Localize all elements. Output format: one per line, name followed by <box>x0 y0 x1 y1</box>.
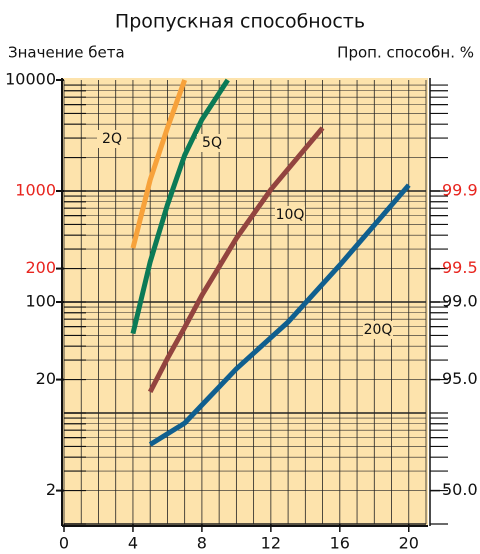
series-label-bg <box>363 321 393 339</box>
y-tick-label: 200 <box>25 258 56 277</box>
x-tick-label: 20 <box>399 534 419 553</box>
y2-tick-label: 99.9 <box>442 181 478 200</box>
y-axis-title: Значение бета <box>8 44 125 62</box>
x-tick-label: 8 <box>197 534 207 553</box>
y2-axis-title: Проп. способн. % <box>337 44 474 62</box>
y2-tick-label: 99.5 <box>442 258 478 277</box>
y2-tick-label: 99.0 <box>442 292 478 311</box>
y-tick-label: 2 <box>46 480 56 499</box>
series-label: 2Q <box>102 131 122 147</box>
x-tick-label: 16 <box>330 534 350 553</box>
series-line <box>130 78 230 335</box>
series-label: 20Q <box>364 322 393 338</box>
series-label-bg <box>275 206 305 224</box>
series-line <box>130 79 188 249</box>
series-label-bg <box>97 130 127 148</box>
series-line <box>148 183 411 447</box>
y2-tick-label: 95.0 <box>442 369 478 388</box>
x-tick-label: 4 <box>128 534 138 553</box>
series-line <box>147 126 325 394</box>
series-label: 5Q <box>202 135 222 151</box>
y-tick-label: 1000 <box>15 181 56 200</box>
x-tick-label: 0 <box>59 534 69 553</box>
y-tick-label: 100 <box>25 292 56 311</box>
chart-title: Пропускная способность <box>115 11 365 33</box>
y2-tick-label: 50.0 <box>442 480 478 499</box>
x-tick-label: 12 <box>261 534 281 553</box>
y-tick-label: 20 <box>36 369 56 388</box>
series-label-bg <box>197 134 227 152</box>
y-tick-label: 10000 <box>5 70 56 89</box>
series-label: 10Q <box>276 207 305 223</box>
